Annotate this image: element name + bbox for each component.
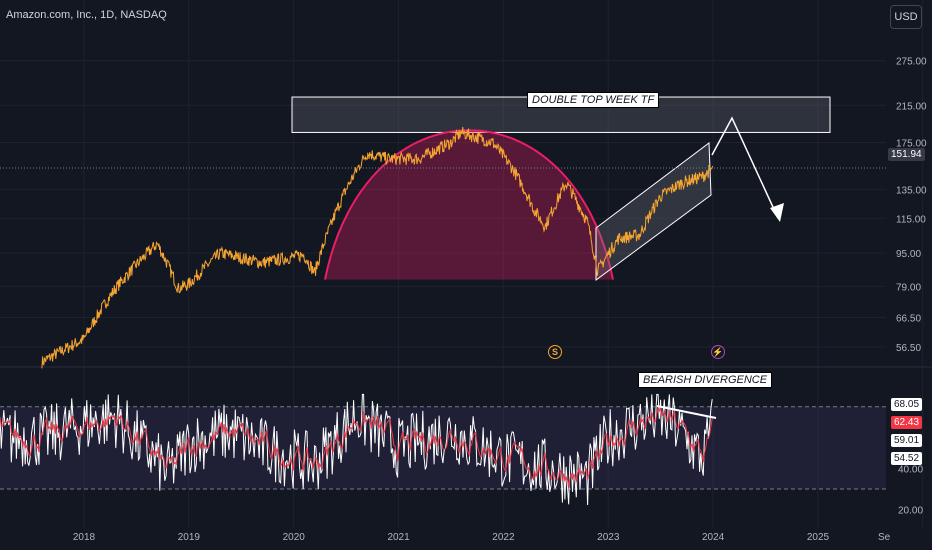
rounded-top-fill [325,130,613,280]
price-tick-label: 275.00 [896,57,927,68]
time-tick-label: 2025 [807,532,830,543]
price-tick-label: 215.00 [896,101,927,112]
time-tick-label: 2024 [702,532,725,543]
price-tick-label: 79.00 [896,282,921,293]
price-tick-label: 95.00 [896,249,921,260]
time-tick-label: 2022 [492,532,515,543]
price-series [41,126,714,369]
time-tick-label: 2021 [387,532,410,543]
dividend-icon[interactable]: S [548,345,562,359]
price-tick-label: 175.00 [896,138,927,149]
rsi-tick-label: 40.00 [898,464,923,475]
currency-button[interactable]: USD [890,5,922,29]
time-tick-label: 2018 [73,532,96,543]
rsi-tag-2: 59.01 [891,434,923,447]
symbol-title: Amazon.com, Inc., 1D, NASDAQ [6,9,167,21]
divergence-line [656,405,717,419]
rsi-tag-1: 62.43 [891,416,923,429]
price-tick-label: 56.50 [896,343,921,354]
time-tick-label: 2019 [178,532,201,543]
current-price-tag: 151.94 [888,148,925,161]
time-tick-label: 2023 [597,532,620,543]
rsi-tag-3: 54.52 [891,452,923,465]
rsi-tick-label: 20.00 [898,506,923,517]
rsi-series [0,393,713,506]
price-tick-label: 66.50 [896,314,921,325]
double-top-label: DOUBLE TOP WEEK TF [527,92,660,108]
price-tick-label: 135.00 [896,185,927,196]
time-tick-label: 2020 [283,532,306,543]
forecast-arrowhead [770,203,784,222]
divergence-label: BEARISH DIVERGENCE [638,372,773,388]
price-tick-label: 115.00 [896,214,926,225]
forecast-arrow [711,116,779,219]
rsi-tag-0: 68.05 [891,398,923,411]
rsi-ma-series [0,405,713,488]
time-tick-label: Se [878,532,891,543]
earnings-icon[interactable]: ⚡ [711,345,725,359]
